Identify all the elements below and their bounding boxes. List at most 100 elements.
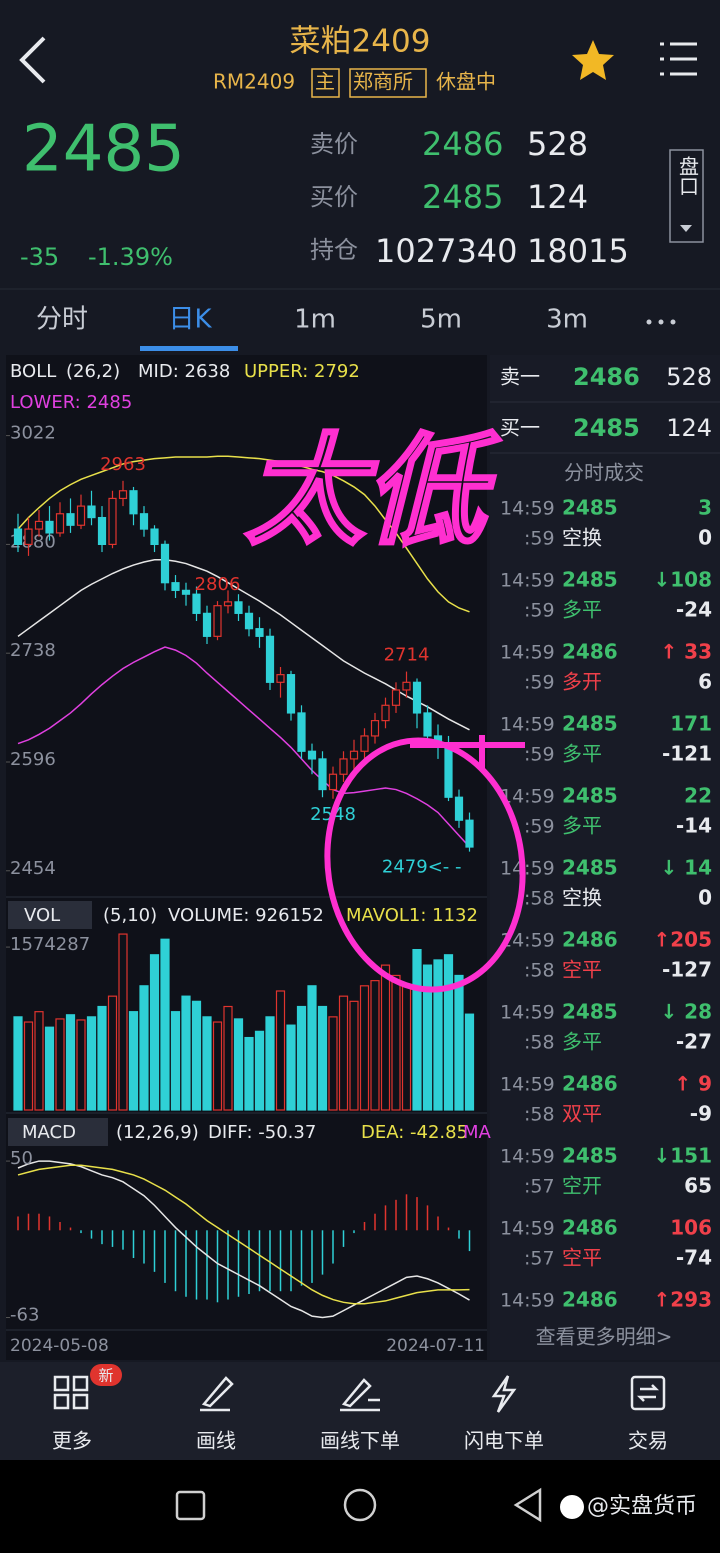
chart-area <box>6 355 487 1360</box>
exchange: 郑商所 <box>353 70 413 94</box>
candle-body <box>255 628 264 637</box>
trade-price: 2486 <box>562 1072 618 1096</box>
trade-kind: 多平 <box>562 598 602 622</box>
toolbar-label[interactable]: 闪电下单 <box>464 1429 544 1453</box>
trade-kind: 多开 <box>562 670 602 694</box>
watermark-logo <box>560 1495 584 1519</box>
menu-button[interactable] <box>660 42 697 76</box>
volume-bar <box>349 1000 359 1111</box>
vol-button[interactable] <box>8 901 92 929</box>
trade-second: :59 <box>524 528 555 550</box>
diff-label: DIFF: -50.37 <box>208 1122 316 1143</box>
favorite-star[interactable] <box>572 40 614 80</box>
trade-volume: ↑205 <box>653 928 712 952</box>
vol-params: (5,10) <box>103 905 157 926</box>
candle-body <box>444 742 453 798</box>
volume-bar <box>391 974 401 1111</box>
bid-vol: 124 <box>527 178 588 216</box>
mavol-label: MAVOL1: 1132 <box>346 905 478 926</box>
trade-kind: 空换 <box>562 526 602 550</box>
title: 菜粕2409 <box>290 24 431 60</box>
candle-body <box>370 720 380 737</box>
trade-time: 14:59 <box>500 858 555 880</box>
candle-body <box>402 681 411 691</box>
back-button[interactable] <box>19 36 46 84</box>
trade-oi-change: 6 <box>698 670 712 694</box>
home-button[interactable] <box>343 1488 377 1522</box>
candle-body <box>454 796 464 821</box>
volume-bar <box>401 985 412 1111</box>
candle-body <box>213 605 222 637</box>
oi-label: 持仓 <box>310 236 358 264</box>
boll-line <box>17 646 471 848</box>
macd-params: (12,26,9) <box>116 1122 199 1143</box>
change-pct: -1.39% <box>88 243 173 271</box>
trade-time: 14:59 <box>500 498 555 520</box>
trade-volume: ↓ 28 <box>660 1000 712 1024</box>
price-annotation: 2479<- - <box>382 857 462 878</box>
boll-mid: MID: 2638 <box>138 361 230 382</box>
y-tick-label: 2454 <box>10 858 56 879</box>
trade-oi-change: -24 <box>676 598 712 622</box>
trade-second: :59 <box>524 672 555 694</box>
candle-body <box>181 589 191 595</box>
trades-title: 分时成交 <box>564 461 644 485</box>
candle-body <box>412 681 422 714</box>
candle-body <box>423 712 432 737</box>
candle-body <box>244 612 254 630</box>
tab[interactable]: 日K <box>168 305 212 335</box>
y-tick-label: 1574287 <box>10 934 90 955</box>
volume-bar <box>433 959 443 1111</box>
volume-bar <box>464 1013 475 1111</box>
panel-button-label: 盘口 <box>676 156 700 196</box>
back-nav-button[interactable] <box>513 1487 542 1523</box>
tab[interactable]: 1m <box>294 305 336 335</box>
recents-button[interactable] <box>175 1490 206 1521</box>
x-label: 2024-05-08 <box>10 1336 109 1356</box>
last-price: 2485 <box>22 113 185 187</box>
macd-button[interactable] <box>8 1118 108 1146</box>
trade-price: 2485 <box>562 1000 618 1024</box>
tab[interactable]: 3m <box>546 305 588 335</box>
volume-bar <box>170 1011 181 1111</box>
more-details[interactable]: 查看更多明细> <box>536 1325 673 1349</box>
volume-bar <box>160 938 170 1111</box>
trade-time: 14:59 <box>500 786 555 808</box>
candle-body <box>66 513 75 526</box>
toolbar-label[interactable]: 交易 <box>628 1429 668 1453</box>
trade-price: 2486 <box>562 1216 618 1240</box>
volume-bar <box>128 1011 139 1111</box>
trade-oi-change: -121 <box>662 742 712 766</box>
volume-bar <box>65 1014 76 1111</box>
panel-button[interactable] <box>669 149 704 243</box>
tab[interactable]: 5m <box>420 305 462 335</box>
volume-bar <box>139 985 149 1111</box>
volume-bar <box>370 980 380 1111</box>
candle-body <box>118 490 128 500</box>
volume-bar <box>23 1021 34 1111</box>
trade-oi-change: 0 <box>698 526 712 550</box>
candle-body <box>13 528 23 545</box>
handwritten-note: 太低 <box>245 423 498 562</box>
trade-oi-change: -27 <box>676 1030 712 1054</box>
toolbar-label[interactable]: 画线下单 <box>320 1429 400 1453</box>
candle-body <box>307 750 317 760</box>
trade-kind: 空换 <box>562 886 602 910</box>
volume-bar <box>212 1021 223 1111</box>
tab[interactable]: 分时 <box>36 305 88 335</box>
trade-second: :58 <box>524 1104 555 1126</box>
tab-more[interactable] <box>646 319 676 325</box>
candle-body <box>286 674 296 714</box>
volume-label: VOLUME: 926152 <box>168 905 324 926</box>
volume-bar <box>107 995 118 1111</box>
ma-label: MA <box>463 1122 492 1143</box>
boll-line <box>17 455 470 613</box>
toolbar-label[interactable]: 更多 <box>52 1429 92 1453</box>
y-tick-label: 50 <box>10 1148 33 1169</box>
volume-bar <box>13 1016 23 1111</box>
bid-label: 买价 <box>310 183 358 211</box>
toolbar-label[interactable]: 画线 <box>196 1429 236 1453</box>
oi-change: 18015 <box>527 232 629 270</box>
trade-kind: 空平 <box>562 958 602 982</box>
volume-bar <box>223 1005 233 1111</box>
